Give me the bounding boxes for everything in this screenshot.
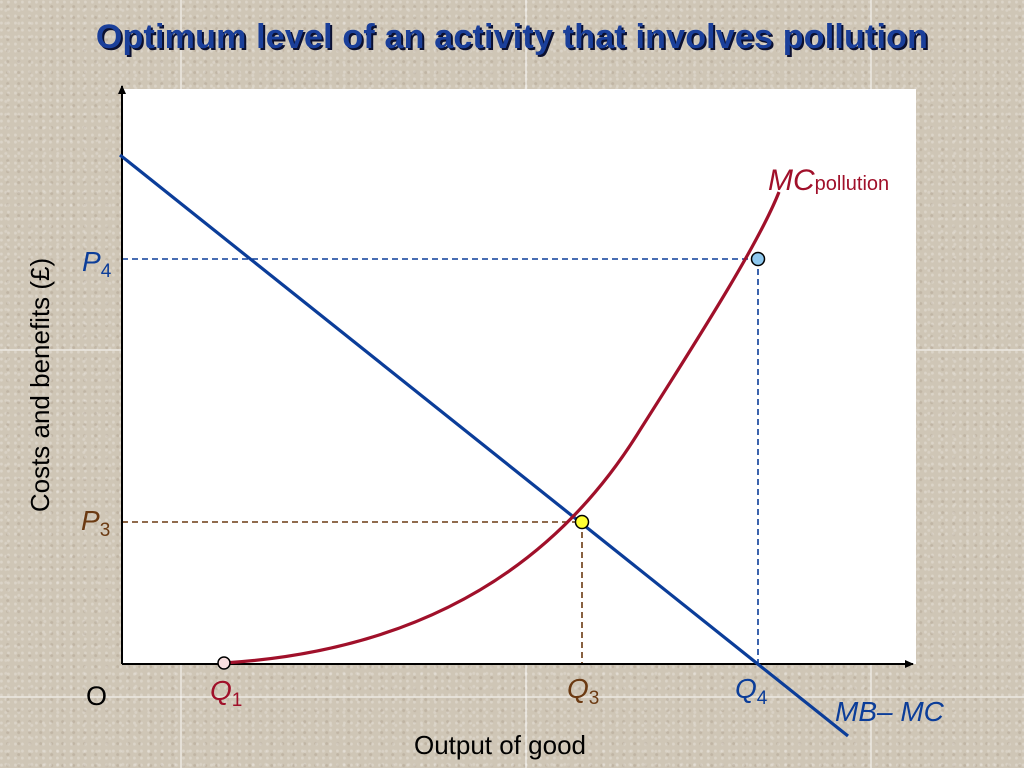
x-axis-label: Output of good (414, 730, 586, 760)
background-tile-line (0, 696, 1024, 698)
mc-pollution-label: MCpollution (768, 164, 889, 197)
q1-point (217, 656, 231, 670)
q1-sub: 1 (232, 690, 243, 711)
origin-label: O (86, 681, 107, 711)
mb-mc-line (119, 153, 849, 738)
q4-main: Q (735, 673, 757, 704)
y-axis-label: Costs and benefits (£) (25, 258, 55, 512)
p3-sub: 3 (100, 520, 111, 541)
q3-sub: 3 (589, 688, 600, 709)
p4-main: P (82, 246, 101, 277)
mc-pollution-main: MC (768, 164, 815, 197)
equilibrium-point-q3 (574, 514, 590, 530)
q3-main: Q (567, 673, 589, 704)
mc-pollution-sub: pollution (815, 173, 890, 195)
slide-title: Optimum level of an activity that involv… (95, 18, 929, 56)
mc-pollution-curve (223, 191, 781, 665)
p3-main: P (81, 505, 100, 536)
p4-sub: 4 (101, 261, 112, 282)
q4-label: Q4 (735, 673, 768, 709)
q1-label: Q1 (210, 675, 242, 711)
p4-point (750, 251, 766, 267)
plot-area (122, 89, 916, 664)
p4-label: P4 (82, 246, 112, 282)
mb-mc-label: MB– MC (835, 696, 945, 727)
p3-label: P3 (81, 505, 110, 541)
q4-sub: 4 (757, 688, 768, 709)
q1-main: Q (210, 675, 232, 706)
q3-label: Q3 (567, 673, 599, 709)
